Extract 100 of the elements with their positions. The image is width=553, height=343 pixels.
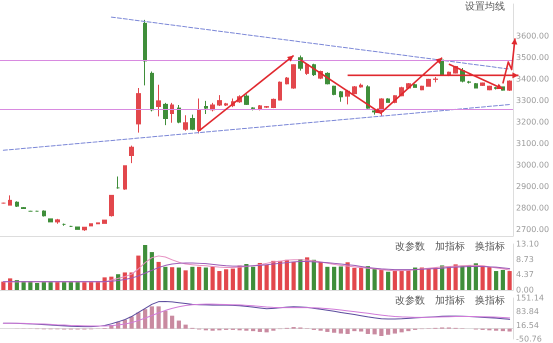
candlestick: [116, 176, 120, 190]
candlestick: [190, 114, 195, 131]
bar: [298, 259, 302, 290]
bar: [379, 328, 384, 336]
bar: [190, 266, 194, 290]
bar: [372, 268, 377, 290]
annotation: 加指标: [435, 240, 465, 252]
candlestick: [8, 194, 12, 206]
candlestick: [271, 98, 276, 109]
bar: [325, 266, 330, 290]
candlestick: [197, 98, 201, 134]
y-tick-label: 3100.00: [516, 139, 550, 148]
annotation: 改参数: [395, 294, 425, 306]
y-tick-label: -50.76: [516, 334, 542, 343]
candlestick: [278, 80, 282, 102]
candlestick: [474, 82, 478, 89]
bar: [386, 272, 390, 290]
candlestick: [291, 64, 296, 90]
y-tick-label: 3500.00: [516, 53, 550, 62]
y-tick-label: 2900.00: [516, 182, 550, 192]
bar: [508, 271, 512, 290]
line-series: [2, 255, 510, 282]
bar: [500, 270, 505, 290]
bar: [332, 328, 336, 333]
bar: [359, 328, 364, 332]
candlestick: [467, 80, 471, 84]
candlestick: [183, 114, 188, 132]
bar: [244, 264, 248, 290]
bar: [379, 270, 384, 290]
bar: [264, 328, 269, 332]
bar: [352, 268, 356, 290]
bar: [176, 268, 181, 290]
bar: [406, 270, 410, 290]
candlestick: [426, 78, 431, 88]
bar: [372, 328, 377, 334]
candlestick: [156, 84, 161, 117]
candlestick: [15, 200, 19, 208]
candlestick: [386, 98, 390, 104]
bar: [338, 328, 343, 334]
candlestick: [82, 226, 87, 232]
bar: [487, 267, 492, 290]
candlestick: [129, 145, 134, 164]
candlestick: [487, 85, 492, 91]
annotation: 换指标: [475, 294, 505, 306]
bar: [494, 271, 498, 290]
bar: [352, 328, 356, 332]
y-tick-label: 3000.00: [516, 160, 550, 170]
candlestick: [109, 194, 114, 218]
bar: [230, 268, 235, 290]
y-tick-label: 2700.00: [516, 225, 550, 234]
annotation: 换指标: [475, 240, 505, 252]
candlestick: [244, 94, 249, 106]
candlestick: [163, 102, 168, 126]
bar: [163, 310, 168, 329]
y-tick-label: 0.00: [516, 286, 534, 294]
bar: [35, 282, 40, 290]
candlestick: [433, 76, 438, 83]
candlestick: [48, 218, 53, 223]
bar: [278, 260, 282, 290]
y-tick-label: 3600.00: [516, 32, 550, 41]
bar: [170, 267, 174, 290]
candlestick: [136, 87, 141, 134]
bar: [284, 260, 289, 290]
bar: [480, 265, 485, 290]
candlestick: [339, 90, 343, 102]
bar: [338, 266, 343, 290]
bar: [420, 268, 424, 290]
candlestick: [177, 104, 181, 124]
bar: [400, 270, 404, 290]
candlestick: [55, 218, 60, 224]
annotation: 改参数: [395, 240, 425, 252]
bar: [156, 262, 161, 290]
candlestick: [217, 94, 222, 107]
bar: [184, 270, 188, 290]
bar: [251, 266, 256, 290]
bar: [400, 328, 404, 332]
line-series: [2, 261, 510, 282]
candlestick: [89, 222, 93, 227]
candlestick: [21, 206, 26, 210]
bar: [332, 266, 336, 290]
y-tick-label: 4.37: [516, 270, 534, 280]
bar: [184, 324, 188, 329]
bar: [318, 262, 323, 290]
candlestick: [251, 106, 255, 111]
y-tick-label: 3400.00: [516, 74, 550, 84]
bar: [500, 328, 505, 332]
bar: [170, 316, 174, 329]
bar: [413, 268, 418, 290]
bar: [392, 270, 397, 290]
bar: [366, 328, 370, 334]
bar: [258, 328, 262, 332]
bar: [346, 328, 350, 334]
bar: [176, 320, 181, 329]
candlestick: [224, 102, 228, 107]
y-tick-label: 16.54: [516, 320, 539, 330]
bar: [204, 268, 208, 290]
bar: [359, 268, 364, 290]
candlestick: [123, 165, 127, 190]
y-tick-label: 2800.00: [516, 204, 550, 213]
y-tick-label: 3200.00: [516, 118, 550, 127]
